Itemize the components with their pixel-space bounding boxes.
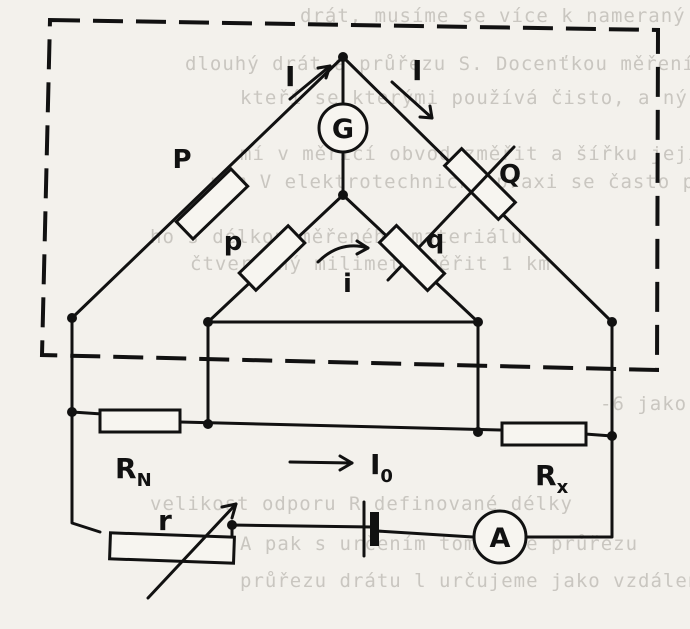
resistor-RX xyxy=(500,421,588,447)
rheostat-arrow-head xyxy=(220,502,238,520)
resistor-Q-label: Q xyxy=(499,160,521,190)
junction-dot xyxy=(67,407,77,417)
junction-dot xyxy=(203,419,213,429)
resistor-P-label: P xyxy=(172,145,191,175)
galvanometer-label: G xyxy=(332,114,354,145)
rheostat-arrow-shaft xyxy=(146,502,238,600)
current-arrows xyxy=(288,64,434,472)
battery-short-plate xyxy=(370,512,379,546)
junction-dot xyxy=(203,317,213,327)
resistor-p xyxy=(237,223,307,293)
background-text-line: průřezu drátu l určujeme jako vzdálenost xyxy=(240,570,690,592)
background-text-line: dlouhý drát a průřezu S. Docenťkou měřen… xyxy=(185,53,690,75)
junction-dot xyxy=(227,520,237,530)
background-text-line: drát, musíme se více k nameraný. T xyxy=(300,5,690,27)
ammeter xyxy=(472,509,528,565)
resistor-P xyxy=(174,166,250,242)
galvanometer xyxy=(317,102,369,154)
junction-dot xyxy=(338,52,348,62)
current-left-label: I xyxy=(285,60,295,93)
junction-dots xyxy=(67,52,617,530)
resistor-RN-label: RN xyxy=(115,452,152,491)
rheostat-label: r xyxy=(158,504,172,537)
junction-dot xyxy=(473,317,483,327)
resistor-q-label: q xyxy=(426,225,445,255)
resistor-p-label: p xyxy=(224,227,243,257)
main-current-label: I0 xyxy=(370,448,393,487)
junction-dot xyxy=(67,313,77,323)
inner-current-label: i xyxy=(343,269,352,299)
background-text-line: ho s délkou měřeného materiálu xyxy=(150,226,523,248)
background-text-line: -6 jako xyxy=(600,393,687,415)
resistor-RN xyxy=(98,408,182,434)
junction-dot xyxy=(338,190,348,200)
background-text-line: kteří se kterými používá čisto, a ný je … xyxy=(240,87,690,109)
current-right-label: I xyxy=(412,54,422,87)
resistor-RX-label: Rx xyxy=(535,459,569,498)
background-text-line: velikost odporu R definované délky xyxy=(150,493,573,515)
ammeter-label: A xyxy=(490,523,511,554)
junction-dot xyxy=(473,427,483,437)
dashed-enclosure xyxy=(39,17,661,373)
junction-dot xyxy=(607,317,617,327)
background-text-line: nám V elektrotechnické praxi se často po xyxy=(210,171,690,193)
resistor-q xyxy=(377,223,447,293)
rheostat-r xyxy=(108,531,236,565)
junction-dot xyxy=(607,431,617,441)
